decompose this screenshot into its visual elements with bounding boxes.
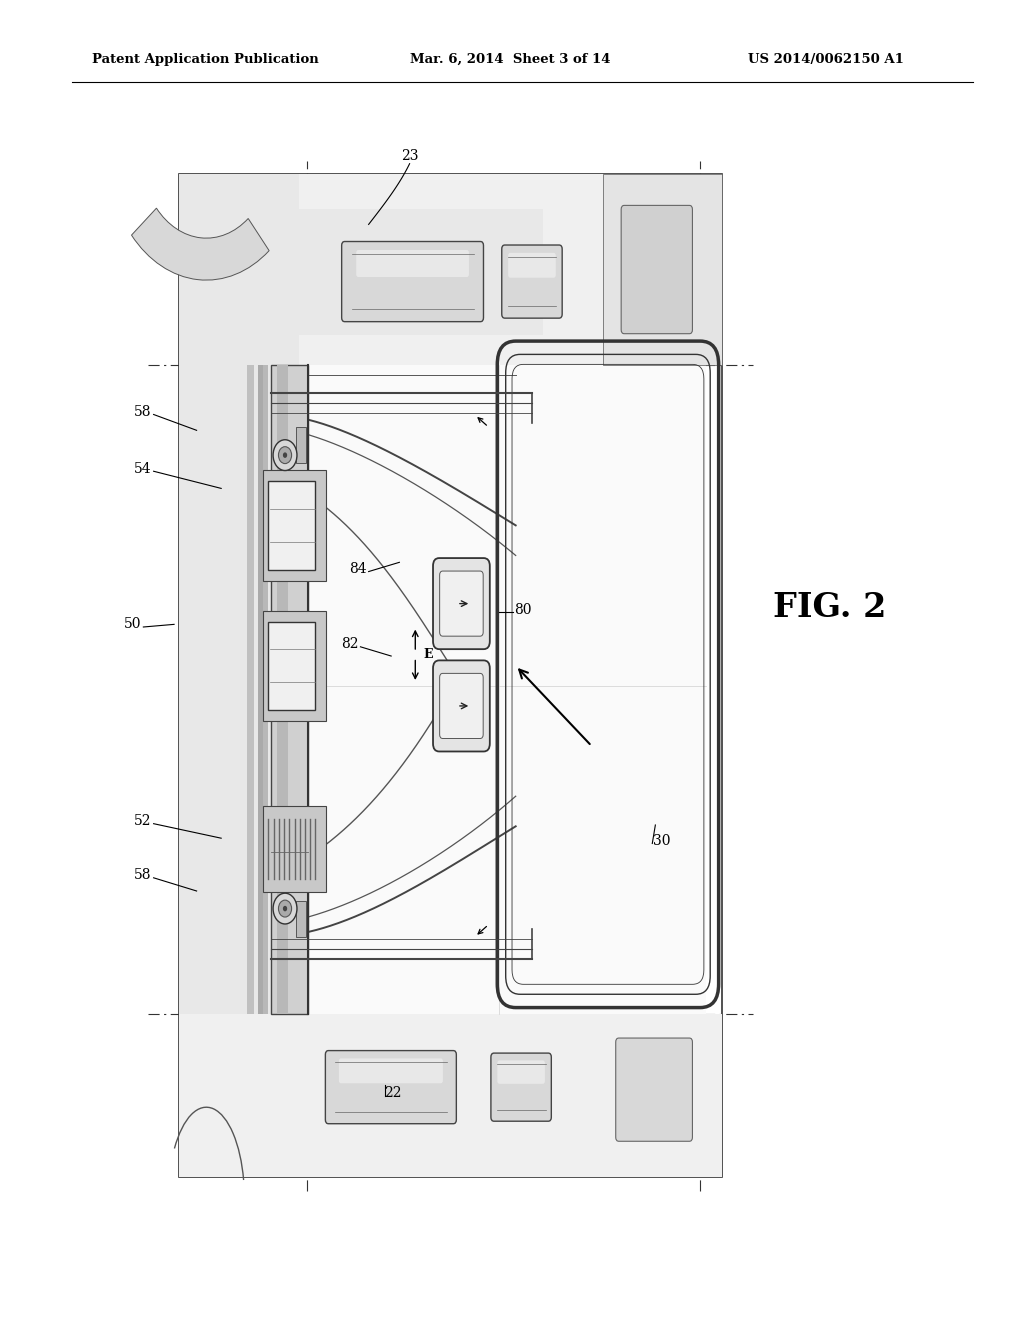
Bar [179, 174, 722, 1177]
Text: Mar. 6, 2014  Sheet 3 of 14: Mar. 6, 2014 Sheet 3 of 14 [410, 53, 610, 66]
Bar [179, 174, 299, 364]
Circle shape [279, 446, 292, 463]
Text: 22: 22 [384, 1086, 401, 1100]
Text: 30: 30 [653, 834, 671, 847]
Bar [263, 807, 326, 891]
Text: Patent Application Publication: Patent Application Publication [92, 53, 318, 66]
Text: 58: 58 [134, 405, 152, 418]
FancyBboxPatch shape [498, 1060, 545, 1084]
Text: 82: 82 [341, 638, 358, 651]
Bar [278, 364, 288, 1014]
FancyBboxPatch shape [622, 206, 692, 334]
Bar [602, 174, 722, 364]
FancyBboxPatch shape [433, 558, 489, 649]
FancyBboxPatch shape [439, 572, 483, 636]
Bar [179, 1014, 722, 1177]
Bar [296, 900, 305, 937]
Bar [263, 364, 267, 1014]
Bar [271, 364, 308, 1014]
Text: 80: 80 [514, 603, 531, 616]
FancyBboxPatch shape [502, 246, 562, 318]
FancyBboxPatch shape [339, 1059, 442, 1084]
Text: 84: 84 [349, 562, 367, 576]
Bar [263, 611, 326, 721]
Bar [179, 364, 307, 1014]
Bar [268, 622, 315, 710]
Bar [258, 364, 263, 1014]
Text: 23: 23 [401, 149, 419, 162]
Circle shape [273, 894, 297, 924]
Circle shape [283, 453, 287, 458]
Circle shape [273, 440, 297, 470]
Text: 50: 50 [124, 618, 141, 631]
Text: 58: 58 [134, 869, 152, 882]
FancyBboxPatch shape [356, 249, 469, 277]
Bar [263, 470, 326, 581]
FancyBboxPatch shape [433, 660, 489, 751]
Circle shape [283, 906, 287, 911]
Text: E: E [424, 648, 433, 661]
Wedge shape [131, 209, 269, 280]
Bar [268, 482, 315, 569]
Bar [247, 364, 254, 1014]
FancyBboxPatch shape [326, 1051, 457, 1123]
Bar [179, 174, 722, 364]
Circle shape [279, 900, 292, 917]
Bar [296, 428, 305, 463]
FancyBboxPatch shape [342, 242, 483, 322]
FancyBboxPatch shape [439, 673, 483, 738]
Text: US 2014/0062150 A1: US 2014/0062150 A1 [748, 53, 903, 66]
Text: FIG. 2: FIG. 2 [773, 590, 886, 623]
Bar [296, 210, 543, 335]
Text: 54: 54 [134, 462, 152, 475]
FancyBboxPatch shape [490, 1053, 551, 1121]
FancyBboxPatch shape [508, 253, 556, 277]
Bar [307, 364, 706, 1014]
FancyBboxPatch shape [615, 1038, 692, 1142]
Text: 52: 52 [134, 814, 152, 828]
